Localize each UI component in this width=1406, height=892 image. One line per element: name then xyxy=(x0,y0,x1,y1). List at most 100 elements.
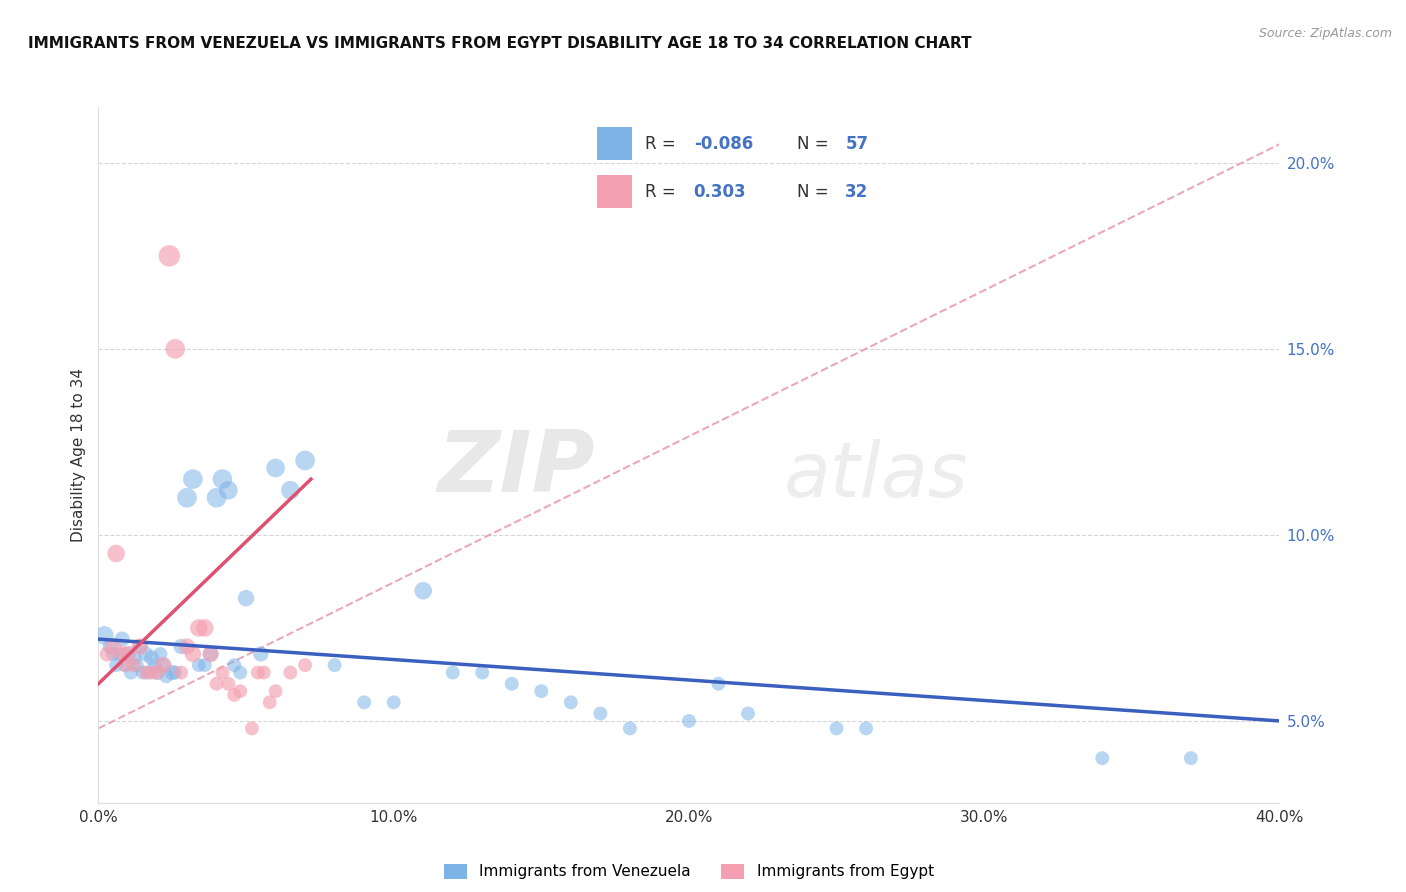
Point xyxy=(211,665,233,680)
Point xyxy=(157,249,180,263)
Point xyxy=(149,647,172,661)
Point xyxy=(264,461,287,475)
Point xyxy=(93,628,115,642)
Point xyxy=(471,665,494,680)
Point xyxy=(146,665,169,680)
Point xyxy=(259,695,281,709)
Point xyxy=(678,714,700,728)
Point xyxy=(98,640,121,654)
Bar xyxy=(598,176,631,208)
Point xyxy=(382,695,405,709)
Point xyxy=(105,658,128,673)
Point xyxy=(278,483,302,498)
Point xyxy=(128,640,150,654)
Point xyxy=(441,665,464,680)
Text: -0.086: -0.086 xyxy=(693,135,754,153)
Text: R =: R = xyxy=(645,135,682,153)
Point xyxy=(200,647,222,661)
Text: ZIP: ZIP xyxy=(437,427,595,510)
Text: 0.303: 0.303 xyxy=(693,183,747,201)
Point xyxy=(111,632,134,646)
Point xyxy=(224,658,246,673)
Point xyxy=(141,650,163,665)
Point xyxy=(117,647,139,661)
Point xyxy=(141,665,163,680)
Point xyxy=(125,658,148,673)
Point xyxy=(114,658,136,673)
Point xyxy=(194,621,217,635)
Point xyxy=(294,453,316,467)
Point xyxy=(181,472,204,486)
Legend: Immigrants from Venezuela, Immigrants from Egypt: Immigrants from Venezuela, Immigrants fr… xyxy=(439,857,939,886)
Point xyxy=(205,677,228,691)
Point xyxy=(132,665,155,680)
Point xyxy=(96,647,118,661)
Text: R =: R = xyxy=(645,183,682,201)
Point xyxy=(253,665,276,680)
Text: 32: 32 xyxy=(845,183,869,201)
Point xyxy=(176,640,198,654)
Point xyxy=(737,706,759,721)
Point xyxy=(187,658,209,673)
Point xyxy=(619,722,641,736)
Point xyxy=(122,658,145,673)
Point xyxy=(1180,751,1202,765)
Point xyxy=(229,665,252,680)
Point xyxy=(200,647,222,661)
Bar xyxy=(598,128,631,160)
Point xyxy=(187,621,209,635)
Point xyxy=(412,583,434,598)
Text: N =: N = xyxy=(797,183,834,201)
Point xyxy=(165,665,187,680)
Point xyxy=(825,722,848,736)
Point xyxy=(117,647,139,661)
Point xyxy=(264,684,287,698)
Point xyxy=(246,665,269,680)
Point xyxy=(152,658,174,673)
Point xyxy=(135,665,157,680)
Point xyxy=(120,665,142,680)
Point xyxy=(250,647,273,661)
Point xyxy=(229,684,252,698)
Point xyxy=(114,658,136,673)
Point xyxy=(105,547,128,561)
Point xyxy=(235,591,257,606)
Point xyxy=(323,658,346,673)
Point xyxy=(501,677,523,691)
Point xyxy=(111,647,134,661)
Point xyxy=(128,640,150,654)
Point xyxy=(240,722,263,736)
Point xyxy=(294,658,316,673)
Text: 57: 57 xyxy=(845,135,869,153)
Point xyxy=(122,650,145,665)
Point xyxy=(138,665,160,680)
Point xyxy=(855,722,877,736)
Point xyxy=(707,677,730,691)
Point xyxy=(278,665,302,680)
Point xyxy=(146,665,169,680)
Point xyxy=(152,658,174,673)
Point xyxy=(103,640,125,654)
Point xyxy=(205,491,228,505)
Point xyxy=(353,695,375,709)
Point xyxy=(224,688,246,702)
Point xyxy=(560,695,582,709)
Point xyxy=(211,472,233,486)
Point xyxy=(143,658,166,673)
Point xyxy=(155,669,177,683)
Y-axis label: Disability Age 18 to 34: Disability Age 18 to 34 xyxy=(70,368,86,542)
Point xyxy=(530,684,553,698)
Point xyxy=(162,665,183,680)
Text: N =: N = xyxy=(797,135,834,153)
Point xyxy=(217,483,239,498)
Point xyxy=(108,647,131,661)
Point xyxy=(217,677,239,691)
Point xyxy=(1091,751,1114,765)
Point xyxy=(135,647,157,661)
Point xyxy=(170,640,193,654)
Point xyxy=(589,706,612,721)
Point xyxy=(103,647,125,661)
Text: Source: ZipAtlas.com: Source: ZipAtlas.com xyxy=(1258,27,1392,40)
Point xyxy=(181,647,204,661)
Point xyxy=(176,491,198,505)
